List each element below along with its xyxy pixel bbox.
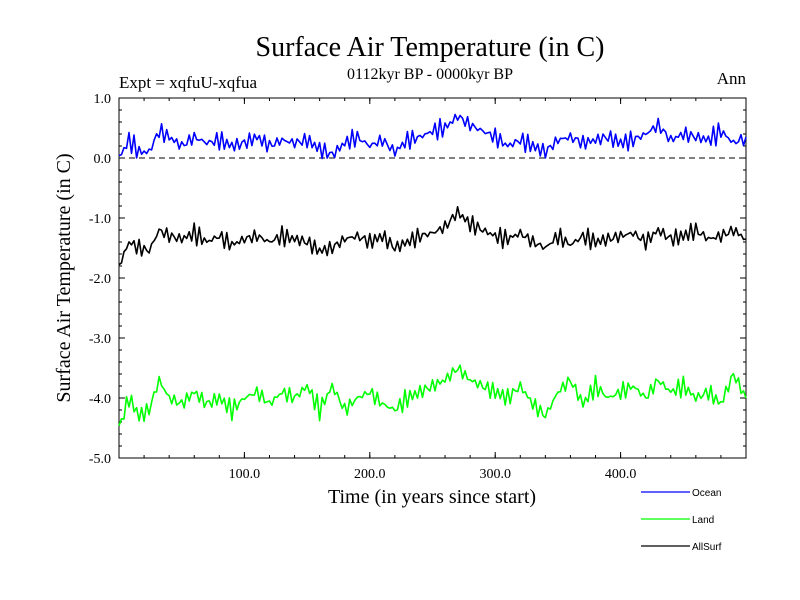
legend-label-ocean: Ocean	[692, 488, 721, 499]
y-tick-label: -3.0	[89, 332, 111, 347]
x-axis: 100.0 200.0 300.0 400.0	[143, 98, 722, 482]
series-lines	[118, 113, 747, 426]
y-tick-label: -1.0	[89, 212, 111, 227]
series-line-allsurf	[118, 206, 747, 266]
y-tick-label: -4.0	[89, 392, 111, 407]
experiment-label: Expt = xqfuU-xqfua	[119, 73, 257, 92]
chart-title: Surface Air Temperature (in C)	[256, 32, 605, 63]
y-tick-label: -2.0	[89, 272, 111, 287]
season-label: Ann	[717, 69, 747, 88]
x-tick-label: 400.0	[605, 467, 637, 482]
x-tick-label: 100.0	[229, 467, 261, 482]
y-axis-label: Surface Air Temperature (in C)	[53, 153, 75, 402]
x-tick-label: 200.0	[354, 467, 386, 482]
series-line-ocean	[118, 113, 747, 160]
legend-label-land: Land	[692, 515, 714, 526]
y-tick-label: -5.0	[89, 452, 111, 467]
y-tick-label: 1.0	[94, 92, 112, 107]
x-tick-label: 300.0	[479, 467, 511, 482]
y-tick-label: 0.0	[94, 152, 112, 167]
legend: Ocean Land AllSurf	[641, 488, 722, 553]
legend-label-allsurf: AllSurf	[692, 542, 722, 553]
y-axis: 1.0 0.0 -1.0 -2.0 -3.0 -4.0 -5.0	[89, 92, 746, 467]
series-line-land	[118, 364, 747, 426]
chart-subtitle: 0112kyr BP - 0000kyr BP	[347, 66, 513, 83]
x-axis-label: Time (in years since start)	[328, 486, 536, 508]
